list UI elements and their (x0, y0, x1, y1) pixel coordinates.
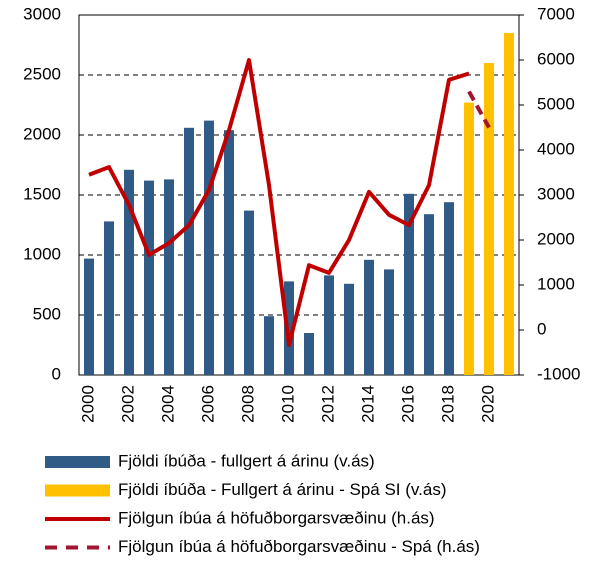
y2-tick-label: 4000 (537, 139, 575, 158)
legend-label: Fjölgun íbúa á höfuðborgarsvæðinu - Spá … (118, 537, 480, 556)
bar (324, 275, 334, 375)
legend-label: Fjölgun íbúa á höfuðborgarsvæðinu (h.ás) (118, 508, 435, 527)
x-tick-label: 2014 (358, 385, 377, 423)
x-tick-label: 2012 (318, 385, 337, 423)
y-tick-label: 3000 (23, 4, 61, 23)
bar (164, 179, 174, 375)
bar (384, 269, 394, 375)
x-tick-label: 2016 (398, 385, 417, 423)
bar (404, 193, 414, 375)
y2-tick-label: 2000 (537, 229, 575, 248)
y-tick-label: 2500 (23, 64, 61, 83)
y2-tick-label: 1000 (537, 274, 575, 293)
legend-swatch (45, 456, 110, 468)
y-tick-label: 500 (33, 304, 61, 323)
bar (424, 214, 434, 375)
y2-tick-label: 0 (537, 319, 546, 338)
x-tick-label: 2020 (478, 385, 497, 423)
x-tick-label: 2018 (438, 385, 457, 423)
y2-tick-label: -1000 (537, 364, 580, 383)
bar (184, 127, 194, 375)
legend-label: Fjöldi íbúða - fullgert á árinu (v.ás) (118, 451, 375, 470)
x-tick-label: 2004 (158, 385, 177, 423)
legend-label: Fjöldi íbúða - Fullgert á árinu - Spá SI… (118, 480, 447, 499)
y-tick-label: 0 (52, 364, 61, 383)
bar (504, 33, 514, 375)
x-tick-label: 2008 (238, 385, 257, 423)
bar (464, 102, 474, 375)
bar (444, 202, 454, 375)
plot-frame (78, 14, 520, 376)
bar (124, 169, 134, 375)
y2-tick-label: 5000 (537, 94, 575, 113)
y-tick-label: 1000 (23, 244, 61, 263)
bar (304, 333, 314, 375)
x-tick-label: 2006 (198, 385, 217, 423)
x-tick-label: 2010 (278, 385, 297, 423)
y-tick-label: 1500 (23, 184, 61, 203)
bar (84, 258, 94, 375)
x-tick-label: 2002 (118, 385, 137, 423)
bar (284, 281, 294, 375)
bar (344, 283, 354, 375)
bar (364, 259, 374, 375)
bar (204, 120, 214, 375)
bar (264, 316, 274, 375)
bar (144, 180, 154, 375)
y-tick-label: 2000 (23, 124, 61, 143)
legend-swatch (45, 484, 110, 497)
bar (484, 63, 494, 375)
bar (224, 130, 234, 375)
bar (104, 221, 114, 375)
line (467, 90, 491, 129)
y2-tick-label: 6000 (537, 49, 575, 68)
x-tick-label: 2000 (78, 385, 97, 423)
y2-tick-label: 7000 (537, 4, 575, 23)
bar (244, 210, 254, 375)
line (88, 58, 470, 347)
y2-tick-label: 3000 (537, 184, 575, 203)
